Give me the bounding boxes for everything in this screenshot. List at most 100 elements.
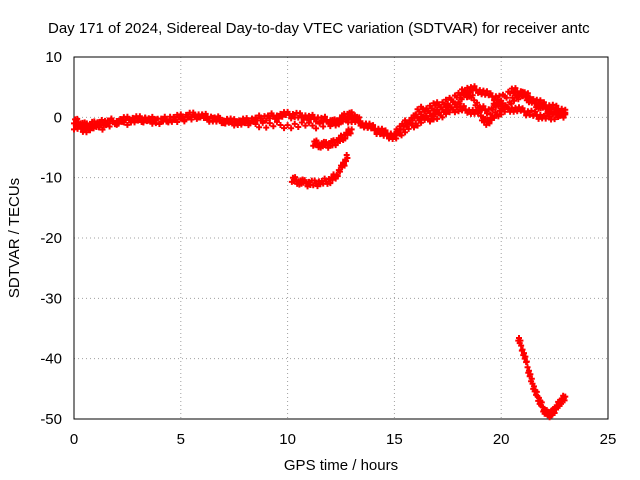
y-axis-label: SDTVAR / TECUs: [6, 178, 23, 298]
data-point: [138, 118, 145, 125]
x-axis-label: GPS time / hours: [284, 457, 398, 474]
data-point: [309, 122, 316, 129]
data-point: [90, 125, 97, 132]
data-point: [263, 124, 270, 131]
data-point: [432, 111, 439, 118]
data-point: [486, 120, 493, 127]
data-point: [451, 109, 458, 116]
data-point: [548, 105, 555, 112]
data-point: [74, 115, 81, 122]
data-point: [259, 119, 266, 126]
data-point: [342, 135, 349, 142]
data-point: [525, 367, 532, 374]
data-point: [498, 97, 505, 104]
data-point: [487, 90, 494, 97]
data-point: [298, 119, 305, 126]
data-point: [184, 113, 191, 120]
data-point: [450, 98, 457, 105]
data-point: [135, 115, 142, 122]
data-point: [494, 96, 501, 103]
data-point: [444, 100, 451, 107]
data-point: [277, 121, 284, 128]
data-point: [266, 120, 273, 127]
data-point: [334, 173, 341, 180]
data-point: [540, 99, 547, 106]
data-point: [288, 125, 295, 132]
data-point: [460, 103, 467, 110]
data-point: [313, 137, 320, 144]
data-point: [341, 162, 348, 169]
data-point: [163, 118, 170, 125]
data-point: [263, 117, 270, 124]
data-point: [344, 155, 351, 162]
y-tick-label: -40: [40, 351, 62, 368]
x-tick-label: 25: [600, 431, 617, 448]
data-point: [516, 92, 522, 99]
data-point: [99, 126, 106, 133]
data-point: [526, 111, 533, 118]
data-point: [342, 158, 349, 165]
data-point: [537, 97, 544, 104]
data-point: [501, 108, 508, 115]
data-point: [78, 125, 85, 132]
data-point: [231, 122, 238, 129]
data-point: [181, 118, 188, 125]
data-point: [393, 135, 400, 142]
data-point: [517, 88, 524, 95]
data-point: [414, 122, 421, 129]
data-point: [281, 125, 288, 132]
x-tick-label: 10: [279, 431, 296, 448]
series-short-segment-near-minus-4: [310, 126, 355, 151]
data-point: [542, 115, 549, 122]
data-point: [562, 393, 569, 400]
x-tick-label: 15: [386, 431, 403, 448]
data-point: [305, 119, 312, 126]
data-point: [421, 108, 428, 115]
data-point: [103, 121, 110, 128]
y-axis-ticks: -50 -40 -30 -20 -10 0 10: [40, 49, 62, 428]
data-point: [555, 114, 562, 121]
data-point: [471, 83, 478, 90]
data-point: [437, 104, 444, 111]
data-point: [216, 114, 223, 121]
data-point: [167, 113, 174, 120]
y-tick-label: -50: [40, 411, 62, 428]
data-point: [387, 131, 394, 138]
data-point: [377, 129, 384, 136]
data-point: [149, 120, 156, 127]
y-tick-label: -20: [40, 230, 62, 247]
data-point: [427, 118, 433, 125]
data-point: [273, 118, 280, 125]
data-point: [160, 116, 166, 123]
data-point: [95, 124, 102, 131]
data-point: [241, 118, 248, 125]
data-point: [83, 129, 90, 136]
data-point: [174, 118, 181, 125]
data-point: [347, 130, 354, 137]
data-point: [432, 102, 439, 109]
data-point: [528, 375, 535, 382]
data-point: [439, 114, 446, 121]
data-point: [530, 383, 537, 390]
data-point: [354, 115, 361, 122]
data-point: [402, 129, 409, 136]
data-point: [425, 107, 432, 114]
x-tick-label: 0: [70, 431, 78, 448]
y-tick-label: 0: [54, 109, 62, 126]
data-point: [416, 108, 423, 115]
data-point: [441, 101, 448, 108]
data-point: [518, 342, 525, 349]
data-point: [503, 94, 510, 101]
data-point: [332, 122, 339, 129]
data-point: [295, 114, 302, 121]
data-point: [398, 132, 405, 139]
data-point: [142, 114, 149, 121]
data-point: [252, 120, 259, 127]
data-point: [537, 111, 544, 118]
data-point: [366, 120, 373, 127]
data-point: [517, 337, 524, 344]
series-upper-secondary-trace: [412, 83, 569, 118]
data-point: [284, 108, 291, 115]
data-point: [177, 115, 184, 122]
data-point: [301, 177, 308, 184]
